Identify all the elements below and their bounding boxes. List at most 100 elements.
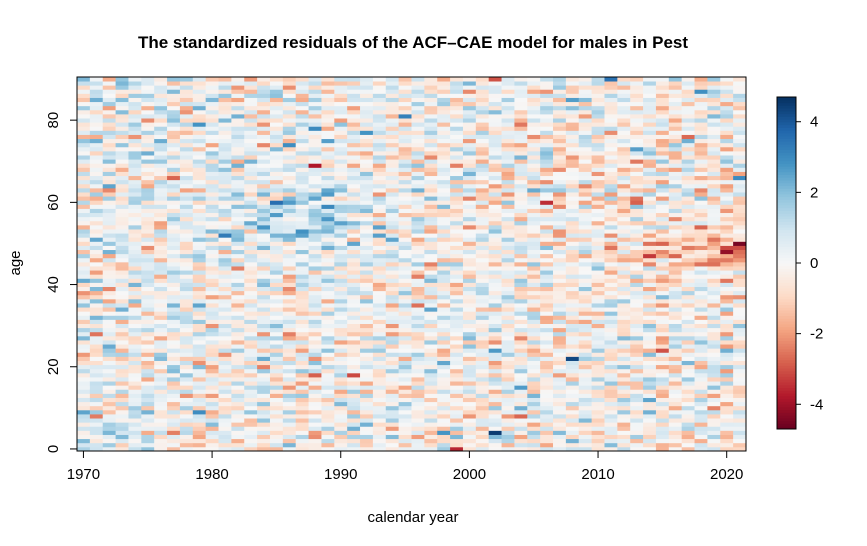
heatmap-cell <box>553 442 567 448</box>
heatmap-cell <box>643 134 657 140</box>
heatmap-cell <box>141 331 155 337</box>
heatmap-cell <box>411 175 425 181</box>
heatmap-cell <box>244 97 258 103</box>
heatmap-cell <box>630 446 644 452</box>
heatmap-cell <box>681 418 695 423</box>
heatmap-cell <box>205 130 219 135</box>
heatmap-cell <box>514 418 528 423</box>
heatmap-cell <box>154 196 168 201</box>
heatmap-cell <box>115 430 129 435</box>
heatmap-cell <box>540 97 554 103</box>
heatmap-cell <box>205 323 219 329</box>
heatmap-cell <box>372 327 387 333</box>
heatmap-cell <box>321 368 335 374</box>
heatmap-cell <box>527 274 541 279</box>
heatmap-cell <box>617 126 631 131</box>
heatmap-cell <box>424 282 438 287</box>
heatmap-cell <box>630 307 644 312</box>
heatmap-cell <box>218 319 232 324</box>
heatmap-cell <box>347 377 361 382</box>
heatmap-cell <box>257 294 271 300</box>
heatmap-cell <box>720 159 734 164</box>
heatmap-cell <box>308 101 322 107</box>
heatmap-cell <box>231 105 245 111</box>
heatmap-cell <box>681 340 695 345</box>
heatmap-cell <box>269 89 284 94</box>
heatmap-cell <box>475 385 490 390</box>
heatmap-cell <box>154 245 168 251</box>
heatmap-cell <box>321 253 335 259</box>
heatmap-cell <box>707 77 721 82</box>
heatmap-cell <box>257 81 271 86</box>
heatmap-cell <box>282 327 297 333</box>
heatmap-cell <box>231 307 245 312</box>
heatmap-cell <box>244 298 258 304</box>
heatmap-cell <box>77 290 91 296</box>
heatmap-cell <box>488 356 502 361</box>
heatmap-cell <box>282 311 297 316</box>
heatmap-cell <box>643 331 657 337</box>
heatmap-cell <box>347 274 361 279</box>
heatmap-cell <box>475 130 490 135</box>
heatmap-cell <box>707 126 721 131</box>
heatmap-cell <box>372 393 387 398</box>
heatmap-cell <box>179 142 194 148</box>
heatmap-cell <box>604 93 618 98</box>
heatmap-cell <box>347 344 361 349</box>
heatmap-cell <box>141 233 155 238</box>
heatmap-cell <box>437 266 451 271</box>
heatmap-cell <box>154 372 168 378</box>
heatmap-cell <box>89 442 104 448</box>
heatmap-cell <box>115 126 129 131</box>
heatmap-cell <box>128 446 142 452</box>
heatmap-cell <box>450 372 464 378</box>
heatmap-cell <box>282 138 297 144</box>
heatmap-cell <box>360 122 374 127</box>
heatmap-cell <box>655 418 670 423</box>
heatmap-cell <box>321 290 335 296</box>
heatmap-cell <box>244 348 258 353</box>
heatmap-cell <box>475 331 490 337</box>
heatmap-cell <box>501 105 515 111</box>
heatmap-cell <box>385 282 400 287</box>
heatmap-cell <box>655 372 670 378</box>
heatmap-cell <box>707 192 721 197</box>
heatmap-cell <box>128 377 142 382</box>
heatmap-cell <box>553 414 567 419</box>
heatmap-cell <box>282 385 297 390</box>
heatmap-cell <box>604 434 618 440</box>
heatmap-cell <box>733 364 747 370</box>
heatmap-cell <box>655 179 670 185</box>
heatmap-cell <box>179 389 194 394</box>
heatmap-cell <box>334 348 348 353</box>
heatmap-cell <box>501 204 515 209</box>
heatmap-cell <box>115 109 129 115</box>
heatmap-cell <box>385 372 400 378</box>
heatmap-cell <box>475 426 490 431</box>
heatmap-cell <box>720 208 734 214</box>
heatmap-cell <box>360 393 374 398</box>
heatmap-cell <box>360 266 374 271</box>
heatmap-cell <box>578 327 593 333</box>
heatmap-cell <box>681 348 695 353</box>
heatmap-cell <box>192 204 207 209</box>
heatmap-cell <box>154 418 168 423</box>
heatmap-cell <box>89 179 104 185</box>
heatmap-cell <box>295 97 309 103</box>
colorbar-segment <box>777 157 796 162</box>
heatmap-cell <box>115 438 129 444</box>
heatmap-cell <box>604 249 618 255</box>
heatmap-cell <box>89 418 104 423</box>
heatmap-cell <box>733 200 747 205</box>
heatmap-cell <box>372 249 387 255</box>
heatmap-cell <box>681 286 695 292</box>
heatmap-cell <box>154 323 168 329</box>
heatmap-cell <box>257 319 271 324</box>
heatmap-cell <box>218 438 232 444</box>
heatmap-cell <box>385 192 400 197</box>
heatmap-cell <box>154 179 168 185</box>
heatmap-cell <box>102 126 116 131</box>
heatmap-cell <box>334 290 348 296</box>
heatmap-cell <box>154 274 168 279</box>
heatmap-cell <box>231 274 245 279</box>
